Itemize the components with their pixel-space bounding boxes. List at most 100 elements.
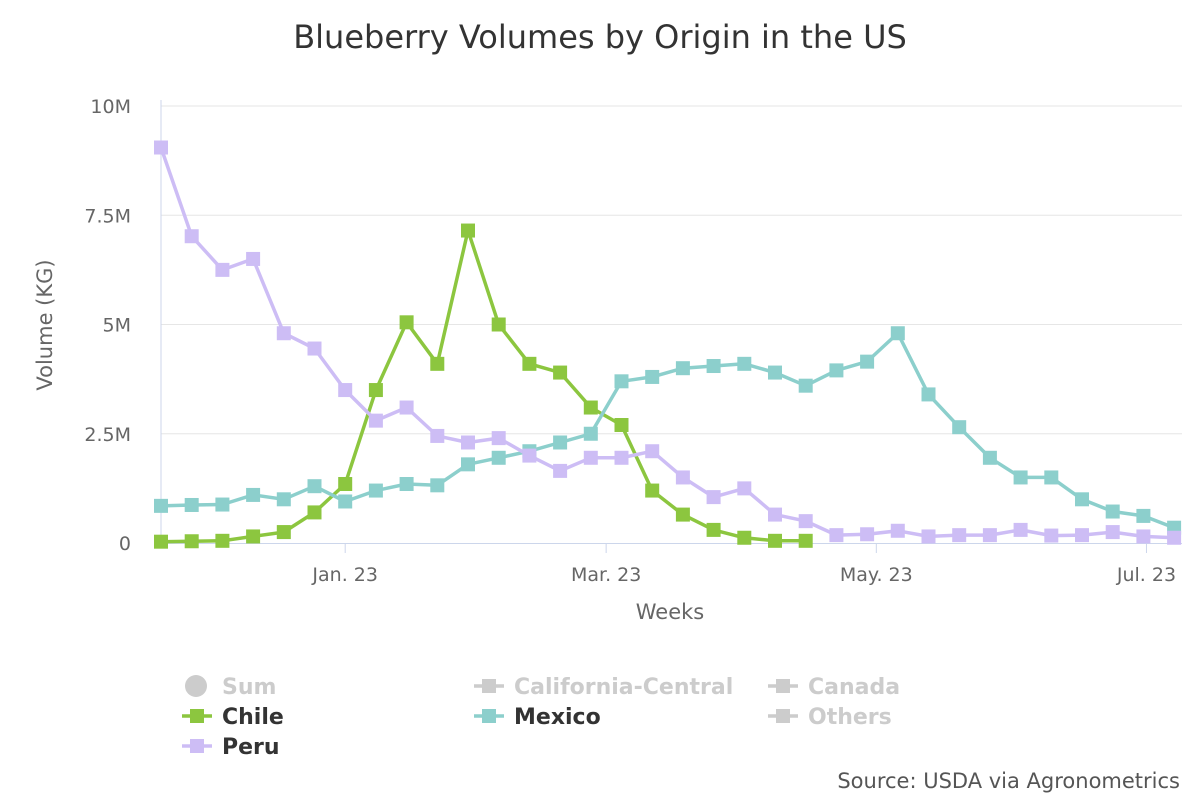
data-point-peru[interactable] bbox=[706, 490, 721, 505]
data-point-chile[interactable] bbox=[522, 356, 537, 371]
legend-item-canada[interactable]: Canada bbox=[768, 675, 900, 700]
data-point-peru[interactable] bbox=[1075, 528, 1089, 543]
data-point-chile[interactable] bbox=[491, 317, 506, 332]
data-point-mexico[interactable] bbox=[1044, 470, 1059, 485]
data-point-peru[interactable] bbox=[461, 435, 475, 450]
data-point-mexico[interactable] bbox=[307, 479, 322, 494]
data-point-chile[interactable] bbox=[368, 383, 383, 398]
data-point-chile[interactable] bbox=[583, 400, 598, 415]
data-point-mexico[interactable] bbox=[276, 492, 291, 507]
data-point-peru[interactable] bbox=[399, 400, 414, 415]
data-point-peru[interactable] bbox=[430, 428, 445, 443]
data-point-peru[interactable] bbox=[890, 523, 905, 538]
data-point-mexico[interactable] bbox=[798, 378, 813, 393]
data-point-mexico[interactable] bbox=[553, 435, 568, 450]
data-point-chile[interactable] bbox=[276, 525, 291, 540]
data-point-chile[interactable] bbox=[461, 223, 475, 238]
legend-item-chile[interactable]: Chile bbox=[182, 705, 284, 730]
data-point-mexico[interactable] bbox=[430, 478, 445, 493]
data-point-mexico[interactable] bbox=[829, 363, 844, 378]
data-point-mexico[interactable] bbox=[184, 497, 199, 512]
legend-item-california-central[interactable]: California-Central bbox=[474, 675, 733, 700]
legend-item-peru[interactable]: Peru bbox=[182, 735, 280, 760]
data-point-chile[interactable] bbox=[154, 534, 168, 549]
data-point-mexico[interactable] bbox=[338, 494, 353, 509]
data-point-mexico[interactable] bbox=[675, 361, 690, 376]
data-point-mexico[interactable] bbox=[706, 359, 721, 374]
data-point-chile[interactable] bbox=[706, 522, 721, 537]
data-point-mexico[interactable] bbox=[952, 420, 967, 435]
data-point-peru[interactable] bbox=[952, 528, 967, 543]
data-point-chile[interactable] bbox=[215, 533, 230, 548]
data-point-mexico[interactable] bbox=[737, 356, 752, 371]
data-point-peru[interactable] bbox=[1167, 530, 1182, 545]
data-point-peru[interactable] bbox=[276, 326, 291, 341]
data-point-chile[interactable] bbox=[553, 365, 568, 380]
series-line-mexico[interactable] bbox=[159, 331, 1176, 530]
data-point-peru[interactable] bbox=[338, 383, 353, 398]
data-point-peru[interactable] bbox=[737, 481, 752, 496]
series-line-chile[interactable] bbox=[159, 228, 808, 544]
data-point-peru[interactable] bbox=[215, 262, 230, 277]
data-point-chile[interactable] bbox=[798, 533, 813, 548]
data-point-mexico[interactable] bbox=[768, 365, 782, 380]
data-point-mexico[interactable] bbox=[368, 483, 383, 498]
data-point-chile[interactable] bbox=[184, 534, 199, 549]
legend-item-mexico[interactable]: Mexico bbox=[474, 705, 601, 730]
data-point-chile[interactable] bbox=[645, 483, 660, 498]
data-point-mexico[interactable] bbox=[461, 457, 475, 472]
data-point-mexico[interactable] bbox=[215, 497, 230, 512]
data-point-chile[interactable] bbox=[675, 507, 690, 522]
data-point-peru[interactable] bbox=[154, 140, 168, 155]
data-point-peru[interactable] bbox=[675, 470, 690, 485]
series-line-peru[interactable] bbox=[159, 145, 1176, 540]
data-point-peru[interactable] bbox=[798, 514, 813, 529]
data-point-mexico[interactable] bbox=[1105, 504, 1120, 519]
data-point-peru[interactable] bbox=[1044, 528, 1059, 543]
data-point-peru[interactable] bbox=[1013, 522, 1028, 537]
data-point-mexico[interactable] bbox=[583, 426, 598, 441]
data-point-peru[interactable] bbox=[982, 528, 997, 543]
data-point-peru[interactable] bbox=[829, 528, 844, 543]
data-point-mexico[interactable] bbox=[246, 487, 261, 502]
data-point-chile[interactable] bbox=[768, 533, 782, 548]
data-point-peru[interactable] bbox=[1136, 529, 1151, 544]
data-point-chile[interactable] bbox=[246, 529, 261, 544]
legend-item-sum[interactable]: Sum bbox=[185, 675, 276, 700]
data-point-mexico[interactable] bbox=[399, 477, 414, 492]
data-point-peru[interactable] bbox=[768, 507, 782, 522]
data-point-chile[interactable] bbox=[430, 356, 445, 371]
data-point-mexico[interactable] bbox=[1013, 470, 1028, 485]
data-point-chile[interactable] bbox=[614, 418, 629, 433]
legend-label: Peru bbox=[222, 735, 280, 760]
source-credit[interactable]: Source: USDA via Agronometrics bbox=[837, 769, 1180, 793]
data-point-mexico[interactable] bbox=[645, 369, 660, 384]
data-point-peru[interactable] bbox=[583, 450, 598, 465]
data-point-mexico[interactable] bbox=[921, 387, 936, 402]
data-point-peru[interactable] bbox=[307, 341, 322, 356]
data-point-mexico[interactable] bbox=[1136, 508, 1151, 523]
data-point-mexico[interactable] bbox=[982, 450, 997, 465]
data-point-peru[interactable] bbox=[184, 229, 199, 244]
data-point-peru[interactable] bbox=[614, 450, 629, 465]
data-point-peru[interactable] bbox=[522, 448, 537, 463]
data-point-mexico[interactable] bbox=[614, 374, 629, 389]
data-point-mexico[interactable] bbox=[860, 354, 875, 369]
data-point-chile[interactable] bbox=[307, 505, 322, 520]
data-point-peru[interactable] bbox=[368, 413, 383, 428]
data-point-chile[interactable] bbox=[338, 477, 353, 492]
data-point-peru[interactable] bbox=[921, 529, 936, 544]
data-point-peru[interactable] bbox=[860, 527, 875, 542]
data-point-chile[interactable] bbox=[737, 530, 752, 545]
data-point-peru[interactable] bbox=[491, 431, 506, 446]
data-point-peru[interactable] bbox=[645, 444, 660, 459]
data-point-mexico[interactable] bbox=[154, 498, 168, 513]
data-point-chile[interactable] bbox=[399, 315, 414, 330]
data-point-mexico[interactable] bbox=[1075, 492, 1089, 507]
data-point-mexico[interactable] bbox=[890, 326, 905, 341]
data-point-peru[interactable] bbox=[1105, 525, 1120, 540]
legend-item-others[interactable]: Others bbox=[768, 705, 892, 730]
data-point-mexico[interactable] bbox=[491, 450, 506, 465]
data-point-peru[interactable] bbox=[246, 251, 261, 266]
data-point-peru[interactable] bbox=[553, 463, 568, 478]
